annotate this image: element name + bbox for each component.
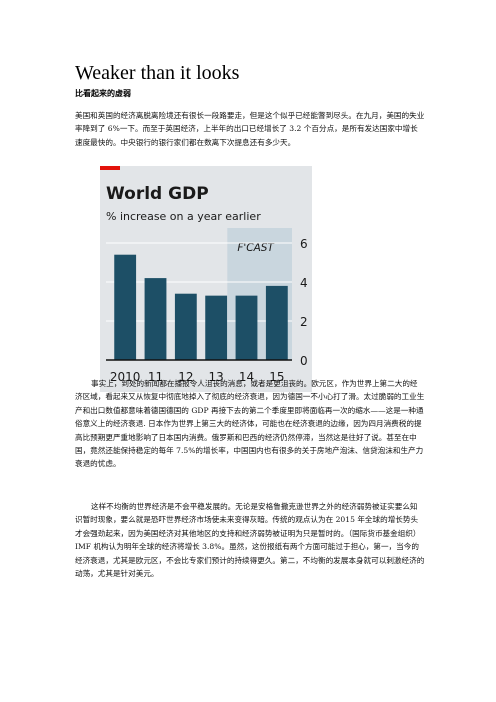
bar-12 <box>174 293 197 360</box>
x-tick-label: 12 <box>178 370 193 384</box>
bar-2010 <box>114 254 137 360</box>
article-title: Weaker than it looks <box>75 62 240 84</box>
paragraph-body-1: 事实上，到处的新闻都在播报令人沮丧的消息，或者是更沮丧的。欧元区，作为世界上第二… <box>75 379 425 469</box>
y-tick-label: 2 <box>300 315 308 329</box>
article-subtitle: 比看起来的虚弱 <box>75 89 131 98</box>
x-tick-label: 14 <box>239 370 254 384</box>
chart-accent-bar <box>100 166 120 170</box>
x-tick-label: 15 <box>269 370 284 384</box>
paragraph-intro: 美国和英国的经济离脱离险境还有很长一段路要走，但是这个似乎已经能瞥到尽头。在九月… <box>75 111 425 147</box>
world-gdp-chart: World GDP % increase on a year earlier F'C… <box>100 166 312 392</box>
chart-title: World GDP <box>106 184 209 204</box>
bar-13 <box>205 295 228 360</box>
x-tick-label: 11 <box>148 370 163 384</box>
y-tick-label: 6 <box>300 237 308 251</box>
x-tick-label: 13 <box>209 370 224 384</box>
bar-14 <box>235 295 258 360</box>
bar-15 <box>265 285 288 360</box>
bar-11 <box>144 278 167 360</box>
forecast-label: F'CAST <box>237 242 275 254</box>
paragraph-body-2: 这样不均衡的世界经济是不会平稳发展的。无论是安格鲁撒克逊世界之外的经济弱势被证实… <box>75 502 425 579</box>
x-tick-label: 2010 <box>110 370 141 384</box>
y-tick-label: 4 <box>300 276 308 290</box>
chart-svg: World GDP % increase on a year earlier F'C… <box>100 166 308 384</box>
y-tick-label: 0 <box>300 354 308 368</box>
chart-subtitle: % increase on a year earlier <box>106 210 261 223</box>
